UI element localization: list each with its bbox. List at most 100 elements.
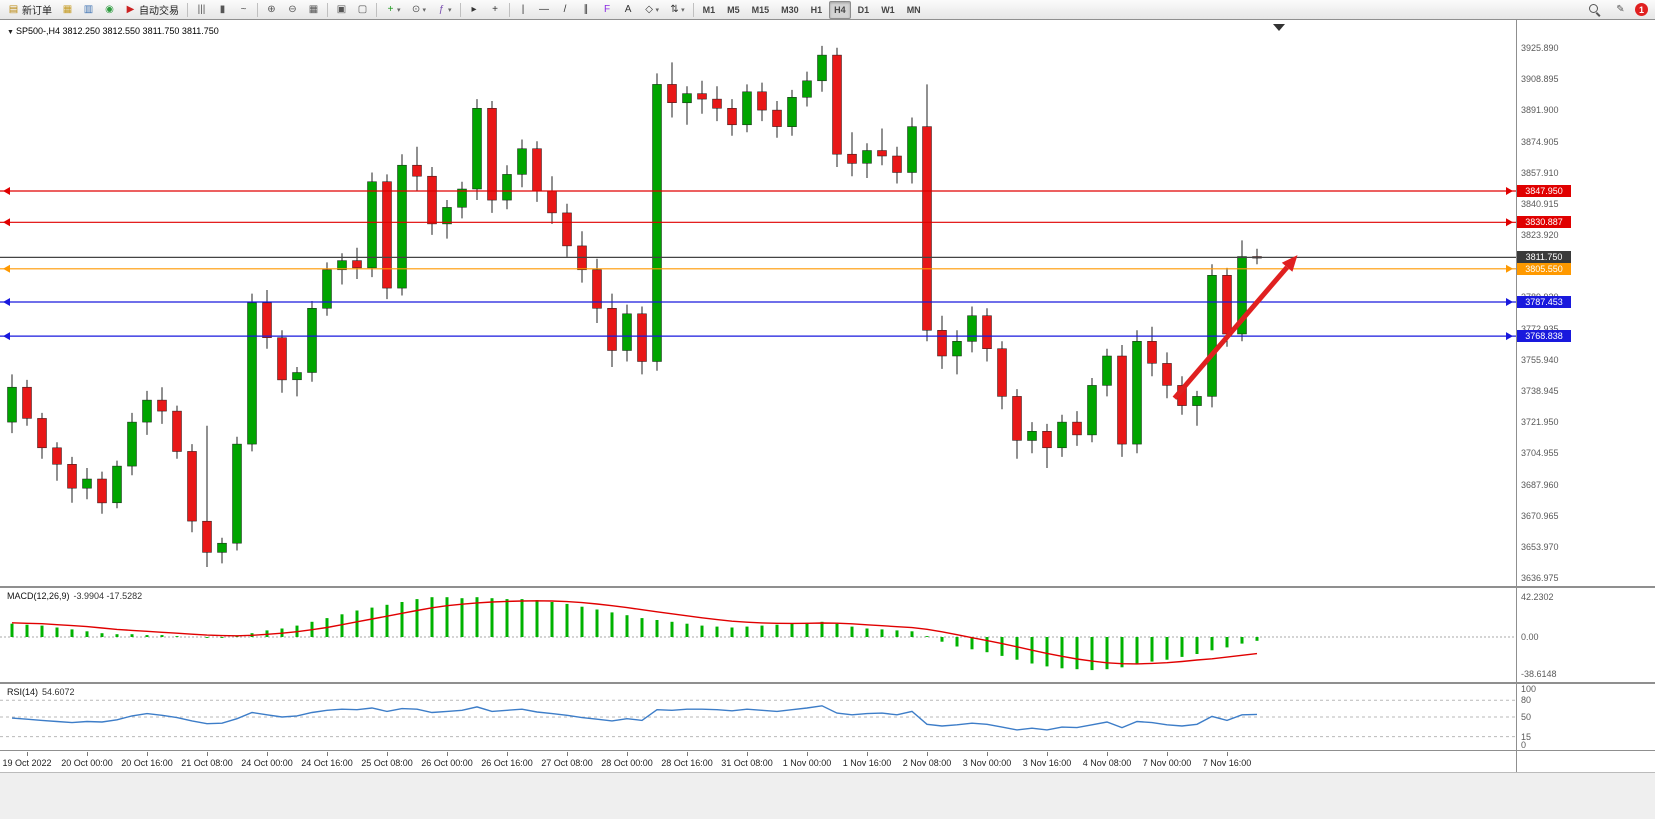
timeframe-M30-button[interactable]: M30: [781, 4, 799, 15]
price-tick: 3874.905: [1521, 137, 1559, 147]
status-strip: [0, 772, 1655, 819]
autotrading-button[interactable]: ▶ 自动交易: [121, 1, 183, 19]
new-chart-button[interactable]: + ▾: [381, 1, 405, 19]
price-tick: 3840.915: [1521, 199, 1559, 209]
zoom-out-button[interactable]: ⊖: [283, 1, 302, 19]
trend-arrow-head: [1281, 255, 1298, 272]
chevron-down-icon[interactable]: ▾: [655, 6, 660, 14]
candlestick-chart-button[interactable]: ▮: [213, 1, 232, 19]
search-icon: [1588, 3, 1601, 16]
timeframe-M15-button[interactable]: M15: [751, 4, 770, 15]
zoom-in-button[interactable]: ⊕: [262, 1, 281, 19]
price-tick: 3755.940: [1521, 355, 1559, 365]
chart-shift-marker[interactable]: [1273, 24, 1285, 31]
search-button[interactable]: [1584, 1, 1605, 19]
price-tick: 3823.920: [1521, 230, 1559, 240]
indicators-button[interactable]: ƒ ▾: [432, 1, 456, 19]
cascade-windows-button[interactable]: ▣: [332, 1, 351, 19]
autotrading-button-label: 自动交易: [139, 6, 179, 17]
time-tick: [1227, 752, 1228, 756]
horizontal-line-button[interactable]: —: [535, 1, 554, 19]
market-watch-icon-button[interactable]: ▥: [79, 1, 98, 19]
shapes-icon: ◇: [645, 3, 653, 15]
hline-right-marker: [1506, 218, 1513, 227]
trend-arrow[interactable]: [1172, 265, 1289, 400]
time-label: 26 Oct 00:00: [421, 758, 473, 768]
price-chart-canvas[interactable]: [0, 22, 1516, 586]
price-tag-3805.550: 3805.550: [1517, 263, 1571, 275]
periods-button[interactable]: ⊙ ▾: [407, 1, 431, 19]
rsi-panel-canvas[interactable]: [0, 684, 1516, 750]
expert-advisors-icon-button[interactable]: ▦: [58, 1, 77, 19]
vertical-line-button[interactable]: |: [514, 1, 533, 19]
chevron-down-icon[interactable]: ▾: [397, 6, 401, 14]
price-axis-separator: [1516, 20, 1517, 772]
shapes-button[interactable]: ◇ ▾: [640, 1, 664, 19]
arrange-windows-button[interactable]: ▢: [353, 1, 372, 19]
timeframe-D1-button[interactable]: D1: [857, 4, 870, 15]
crosshair-icon: +: [492, 3, 498, 15]
cursor-button[interactable]: ▸: [465, 1, 484, 19]
rsi-panel-divider[interactable]: [0, 682, 1655, 684]
time-label: 4 Nov 08:00: [1082, 758, 1132, 768]
hline-right-marker: [1506, 187, 1513, 195]
macd-values: -3.9904 -17.5282: [73, 591, 143, 601]
time-tick: [867, 752, 868, 756]
macd-panel-canvas[interactable]: [0, 588, 1516, 682]
macd-panel-divider[interactable]: [0, 586, 1655, 588]
navigator-icon-button[interactable]: ◉: [100, 1, 119, 19]
timeframe-W1-button[interactable]: W1: [881, 4, 895, 15]
notification-badge[interactable]: 1: [1635, 3, 1648, 16]
text-button[interactable]: A: [619, 1, 638, 19]
price-tag-3830.887: 3830.887: [1517, 216, 1571, 228]
timeframe-H4-button[interactable]: H4: [829, 0, 851, 19]
macd-axis-tick: -38.6148: [1521, 669, 1557, 679]
arrows-button[interactable]: ⇅ ▾: [665, 1, 689, 19]
timeframe-M1-button[interactable]: M1: [702, 4, 716, 15]
fibonacci-button[interactable]: F: [598, 1, 617, 19]
price-tag-3811.750: 3811.750: [1517, 251, 1571, 263]
time-tick: [987, 752, 988, 756]
rsi-axis-tick: 100: [1521, 684, 1537, 694]
time-tick: [387, 752, 388, 756]
time-label: 20 Oct 00:00: [61, 758, 113, 768]
bar-chart-button[interactable]: |||: [192, 1, 211, 19]
time-tick: [27, 752, 28, 756]
hline-right-marker: [1506, 298, 1513, 306]
timeframe-H1-button[interactable]: H1: [810, 4, 823, 15]
new-chart-icon: +: [387, 3, 394, 15]
tile-windows-button[interactable]: ▦: [304, 1, 323, 19]
price-tick: 3687.960: [1521, 480, 1559, 490]
time-label: 3 Nov 00:00: [962, 758, 1012, 768]
trendline-button[interactable]: /: [556, 1, 575, 19]
candlesticks[interactable]: [7, 45, 1262, 567]
text-icon: A: [624, 3, 632, 15]
trendline-icon: /: [563, 3, 567, 15]
time-tick: [87, 752, 88, 756]
hline-left-marker: [3, 298, 10, 306]
chevron-down-icon[interactable]: ▾: [448, 6, 452, 14]
price-tick: 3636.975: [1521, 573, 1559, 583]
time-label: 1 Nov 00:00: [782, 758, 832, 768]
line-chart-button[interactable]: ~: [234, 1, 253, 19]
pencil-icon: ✎: [1616, 3, 1625, 15]
tile-windows-icon: ▦: [308, 3, 319, 15]
timeframe-M5-button[interactable]: M5: [727, 4, 740, 15]
channel-button[interactable]: ∥: [577, 1, 596, 19]
edit-button[interactable]: ✎: [1611, 1, 1630, 19]
collapse-icon[interactable]: ▼: [7, 29, 14, 36]
new-order-button[interactable]: ▤ 新订单: [4, 1, 56, 19]
periods-icon: ⊙: [411, 3, 421, 15]
chevron-down-icon[interactable]: ▾: [681, 6, 685, 14]
price-tick: 3772.935: [1521, 324, 1559, 334]
timeframe-MN-button[interactable]: MN: [906, 4, 921, 15]
ohlc-quote-label: 3812.250 3812.550 3811.750 3811.750: [62, 26, 219, 36]
rsi-axis-tick: 0: [1521, 740, 1527, 750]
hline-left-marker: [3, 218, 10, 227]
chevron-down-icon[interactable]: ▾: [422, 6, 427, 14]
time-axis[interactable]: 19 Oct 2022 20 Oct 00:00 20 Oct 16:00 21 Oc…: [0, 752, 1655, 772]
chart-header: ▼ SP500-,H4 3812.250 3812.550 3811.750 38…: [7, 26, 219, 36]
toolbar-right: ✎ 1: [1583, 1, 1652, 19]
toolbar-separator: [459, 2, 461, 17]
crosshair-button[interactable]: +: [486, 1, 505, 19]
